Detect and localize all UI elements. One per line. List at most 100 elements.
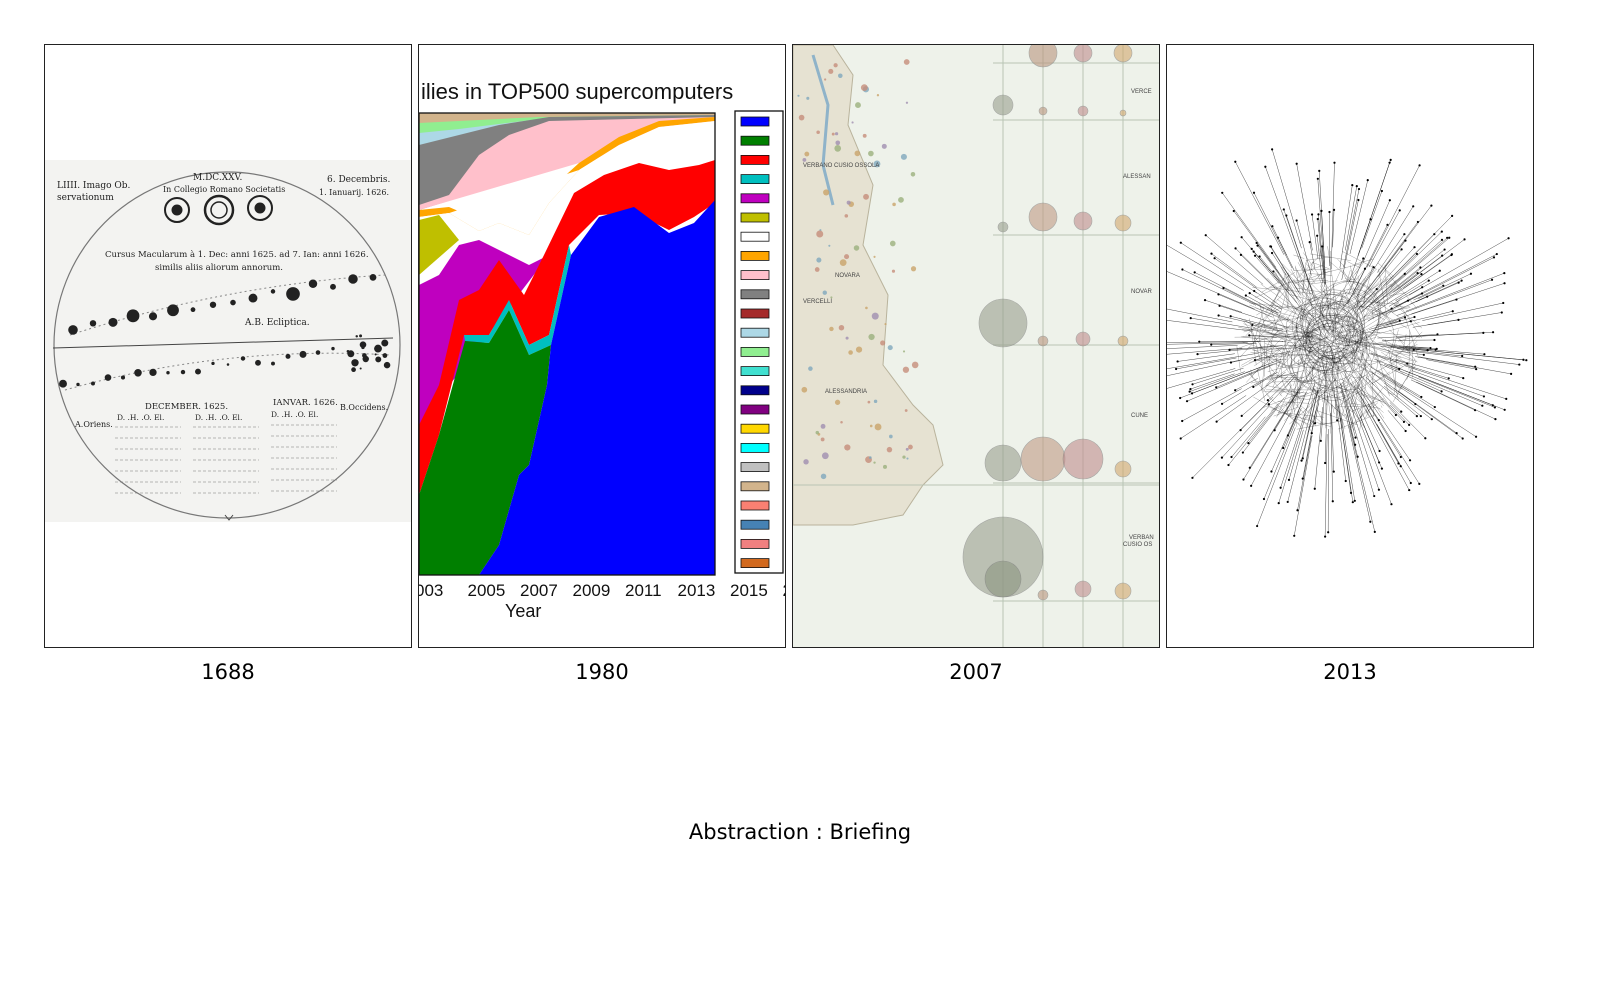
network-edge <box>1344 277 1358 286</box>
network-node <box>1525 359 1528 362</box>
network-node <box>1336 419 1339 422</box>
map-dot <box>868 150 874 157</box>
map-dot <box>887 345 893 351</box>
network-edge <box>1236 346 1241 372</box>
network-edge <box>1314 395 1321 424</box>
network-edge <box>1343 371 1369 417</box>
network-node <box>1217 314 1220 317</box>
sunspot-mark <box>270 289 276 294</box>
sunspot-mark <box>149 368 157 377</box>
network-edge <box>1391 357 1400 367</box>
network-edge <box>1252 341 1290 376</box>
panel-2007: VERBANO CUSIO OSSOLA NOVARA VERCELLI ALE… <box>792 44 1160 648</box>
map-dot <box>868 333 875 341</box>
network-node <box>1463 238 1466 241</box>
network-edge <box>1312 262 1330 269</box>
data-circle <box>1037 589 1049 601</box>
map-dot <box>804 151 810 157</box>
network-edge <box>1298 362 1305 398</box>
data-circle <box>1114 460 1132 478</box>
map-dot <box>840 420 843 424</box>
network-node <box>1372 266 1375 269</box>
network-node <box>1272 270 1275 273</box>
network-node <box>1494 418 1497 421</box>
network-edge <box>1392 360 1417 403</box>
sunspot-mark <box>374 344 382 353</box>
network-edge <box>1369 320 1400 330</box>
network-edge <box>1403 253 1453 289</box>
network-edge <box>1380 363 1442 392</box>
legend-swatch <box>740 519 770 530</box>
network-edge <box>1320 289 1331 297</box>
sunspot-drawing: LIIII. Imago Ob. servationum M.DC.XXV. I… <box>45 160 411 522</box>
network-node <box>1399 455 1402 459</box>
network-edge <box>1396 279 1493 316</box>
network-node <box>1319 439 1322 442</box>
x-axis-label: Year <box>505 601 541 621</box>
network-edge <box>1271 392 1307 472</box>
data-circle <box>1038 106 1048 116</box>
network-node <box>1442 284 1445 287</box>
network-edge <box>1359 374 1368 431</box>
network-edge <box>1377 262 1395 277</box>
emblem-icons <box>164 194 273 226</box>
network-cluster <box>1281 347 1334 400</box>
network-node <box>1242 478 1245 481</box>
network-node <box>1328 210 1331 214</box>
map-dots <box>797 59 919 480</box>
network-node <box>1321 245 1324 248</box>
network-edge <box>1230 355 1263 363</box>
network-node <box>1377 488 1381 491</box>
network-edge <box>1357 341 1371 348</box>
network-edge <box>1271 315 1280 334</box>
network-edge <box>1396 239 1465 291</box>
map-dot <box>846 200 851 205</box>
network-node <box>1286 500 1289 504</box>
network-node <box>1522 358 1525 361</box>
network-edge <box>1345 409 1358 457</box>
map-dot <box>844 214 849 218</box>
map-dot <box>798 114 805 121</box>
network-node <box>1250 484 1253 487</box>
network-node <box>1500 311 1503 314</box>
network-node <box>1232 209 1235 213</box>
date-right-2: 1. Ianuarij. 1626. <box>319 188 389 197</box>
legend-swatch <box>740 289 770 300</box>
network-edge <box>1362 314 1406 339</box>
network-node <box>1210 252 1213 255</box>
network-node <box>1181 419 1184 423</box>
network-node <box>1234 247 1237 250</box>
map-dot <box>820 473 827 480</box>
network-cluster <box>1299 303 1337 340</box>
network-edge <box>1361 355 1374 369</box>
network-edge <box>1249 379 1305 468</box>
network-edge <box>1230 315 1284 330</box>
network-node <box>1324 461 1327 465</box>
network-edge <box>1233 210 1302 304</box>
network-node <box>1424 437 1427 440</box>
network-cluster <box>1287 336 1335 384</box>
network-node <box>1503 408 1506 411</box>
network-node <box>1248 292 1251 295</box>
network-edge <box>1303 274 1305 294</box>
network-edge <box>1249 304 1328 339</box>
network-edge <box>1381 300 1409 315</box>
network-edge <box>1223 287 1264 309</box>
network-edge <box>1292 277 1325 282</box>
network-node <box>1193 271 1196 274</box>
network-edge <box>1216 363 1273 388</box>
network-node <box>1408 488 1411 492</box>
map-infographic: VERBANO CUSIO OSSOLA NOVARA VERCELLI ALE… <box>793 45 1159 647</box>
network-node <box>1279 486 1282 489</box>
x-axis-ticks: 003 2005 2007 2009 2011 2013 2015 2 <box>419 581 785 600</box>
network-edge <box>1339 185 1353 268</box>
network-edge <box>1418 356 1476 367</box>
network-node <box>1221 191 1224 194</box>
network-edge <box>1253 396 1281 413</box>
map-dot <box>814 267 820 272</box>
network-node <box>1403 316 1407 319</box>
network-node <box>1357 187 1361 191</box>
legend-swatch <box>740 270 770 281</box>
footer-title: Abstraction : Briefing <box>688 820 912 844</box>
network-edge <box>1389 404 1410 426</box>
